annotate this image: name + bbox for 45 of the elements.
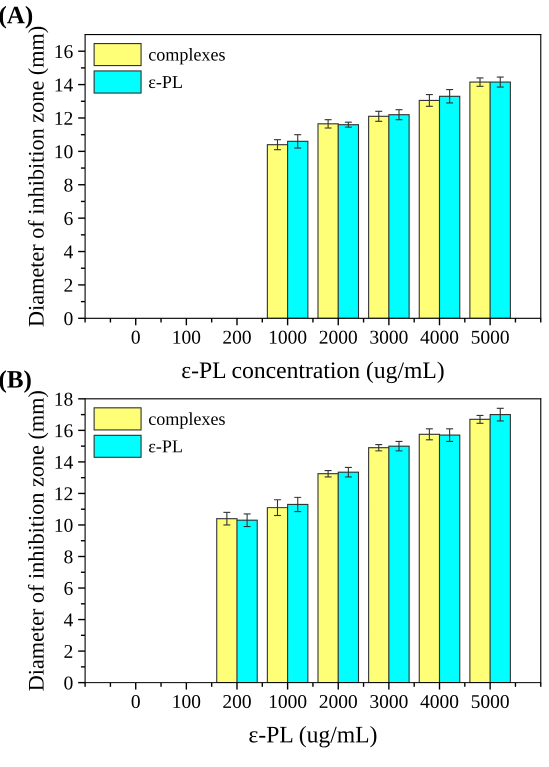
y-axis-title: Diameter of inhibition zone (mm) [28,391,48,691]
y-tick-label: 8 [64,178,73,192]
x-tick-label: 0 [132,330,140,344]
y-tick-label: 10 [56,518,73,532]
y-tick-label: 2 [64,644,72,658]
y-tick-label: 12 [56,487,72,500]
x-tick-label: 4000 [420,330,458,344]
x-tick-label: 1000 [270,330,306,344]
x-tick-label: 3000 [370,330,408,344]
x-tick-label: 2000 [320,330,357,344]
y-tick-label: 14 [56,78,73,92]
x-axis-title: ε-PL (ug/mL) [249,726,376,748]
x-tick-label: 4000 [420,695,458,708]
y-tick-label: 16 [56,424,73,438]
legend-label: ε-PL [148,440,182,452]
x-axis-title: ε-PL concentration (ug/mL) [182,362,444,384]
y-tick-label: 12 [56,112,72,125]
x-tick-label: 100 [173,330,200,344]
legend-label: complexes [148,48,225,64]
y-tick-label: 4 [64,245,73,258]
x-tick-label: 200 [223,695,251,708]
y-tick-label: 6 [64,582,73,595]
x-tick-label: 3000 [370,695,408,708]
y-tick-label: 10 [56,145,73,158]
chart-title: (B) [0,370,31,393]
y-tick-label: 6 [64,212,73,226]
y-tick-label: 16 [56,45,73,58]
x-tick-label: 100 [173,695,200,708]
x-tick-label: 200 [223,330,251,344]
x-tick-label: 1000 [270,695,306,708]
y-tick-label: 4 [64,614,73,626]
x-tick-label: 5000 [472,330,509,344]
y-tick-label: 18 [56,392,73,406]
y-tick-label: 0 [64,676,73,690]
legend-label: ε-PL [148,76,182,88]
y-tick-label: 2 [64,278,72,292]
y-axis-title: Diameter of inhibition zone (mm) [28,26,48,326]
x-tick-label: 5000 [472,695,509,708]
x-tick-label: 2000 [320,695,357,708]
chart-title: (A) [0,6,32,29]
x-tick-label: 0 [132,695,140,708]
y-tick-label: 14 [56,456,73,469]
y-tick-label: 0 [64,312,73,326]
legend-label: complexes [148,412,225,429]
y-tick-label: 8 [64,550,73,564]
